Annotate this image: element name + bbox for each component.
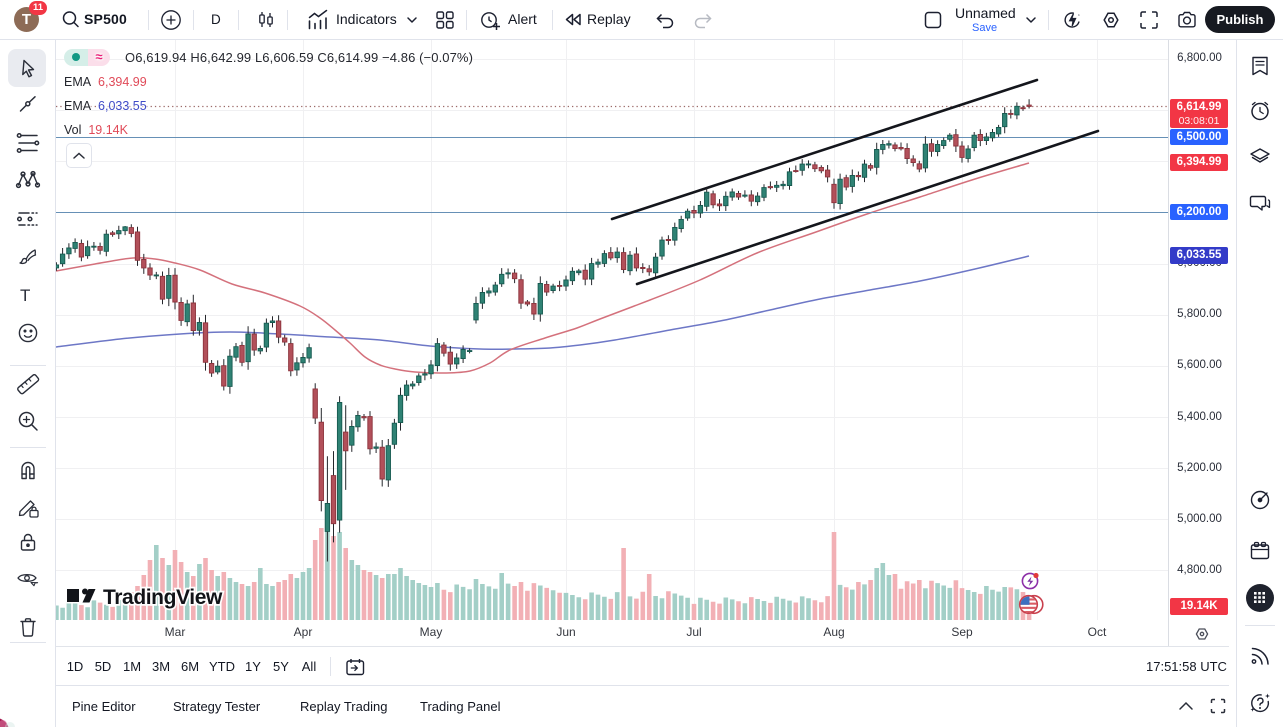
svg-text:TradingView: TradingView [103, 586, 223, 609]
